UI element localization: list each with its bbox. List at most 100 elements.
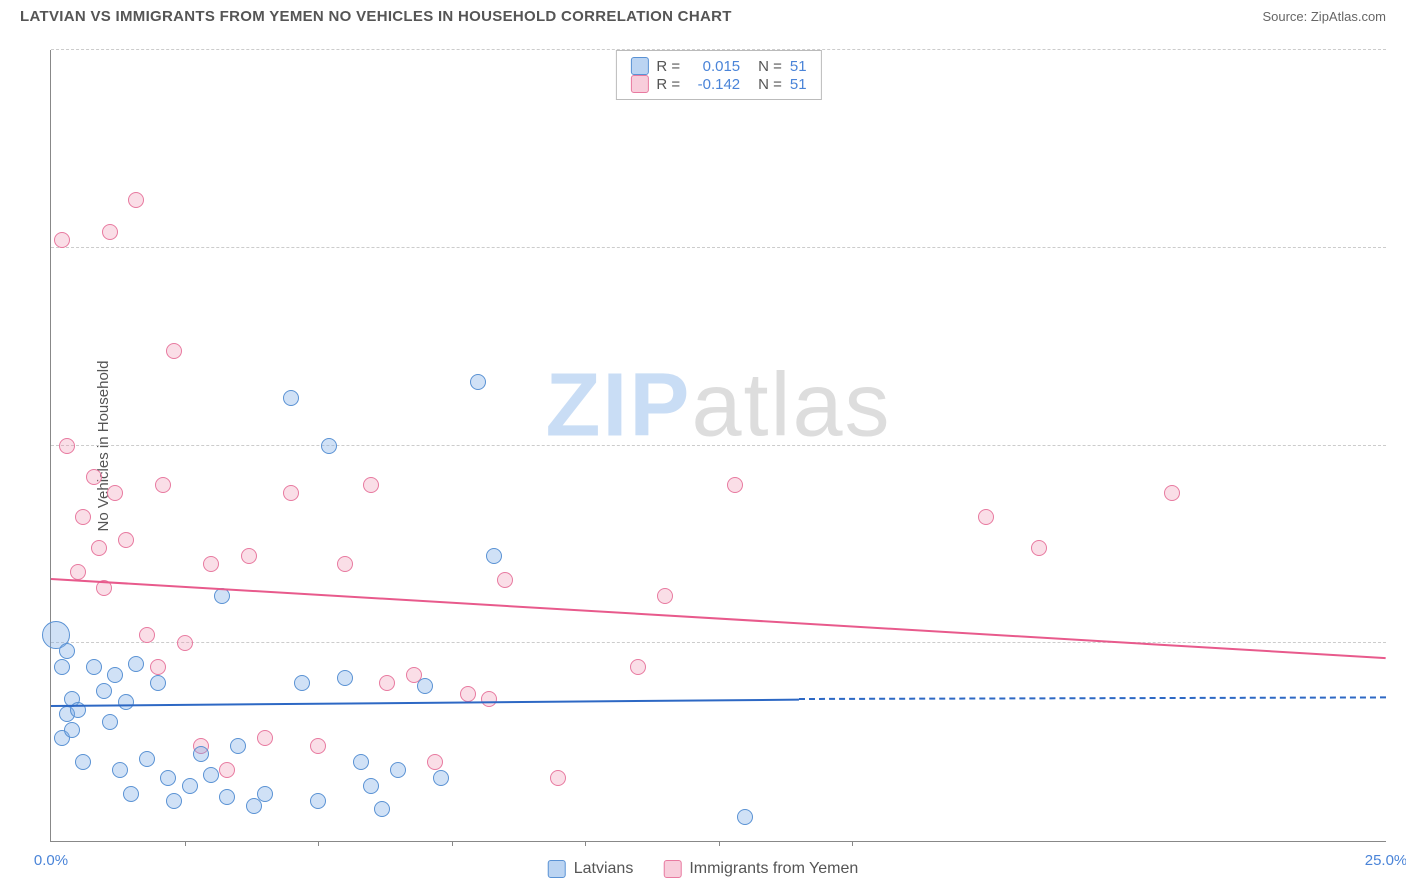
scatter-point (481, 691, 497, 707)
scatter-point (1031, 540, 1047, 556)
scatter-point (107, 485, 123, 501)
scatter-point (657, 588, 673, 604)
x-tick-mark (318, 841, 319, 846)
scatter-point (337, 670, 353, 686)
scatter-point (374, 801, 390, 817)
scatter-point (54, 659, 70, 675)
legend-row: R =0.015N =51 (630, 57, 806, 75)
scatter-point (59, 643, 75, 659)
scatter-point (486, 548, 502, 564)
scatter-point (59, 438, 75, 454)
scatter-point (1164, 485, 1180, 501)
gridline (51, 49, 1386, 50)
scatter-point (219, 789, 235, 805)
scatter-point (219, 762, 235, 778)
scatter-point (497, 572, 513, 588)
chart-plot-area: ZIPatlas R =0.015N =51R =-0.142N =51 12.… (50, 50, 1386, 842)
r-value: -0.142 (688, 76, 740, 93)
y-tick-label: 50.0% (1396, 25, 1406, 42)
scatter-point (230, 738, 246, 754)
watermark-atlas: atlas (691, 355, 891, 455)
x-tick-label: 25.0% (1365, 852, 1406, 869)
scatter-point (321, 438, 337, 454)
scatter-point (139, 627, 155, 643)
scatter-point (193, 746, 209, 762)
scatter-point (166, 343, 182, 359)
y-tick-label: 25.0% (1396, 420, 1406, 437)
scatter-point (283, 485, 299, 501)
scatter-point (337, 556, 353, 572)
scatter-point (75, 509, 91, 525)
scatter-point (160, 770, 176, 786)
watermark: ZIPatlas (545, 354, 891, 457)
scatter-point (550, 770, 566, 786)
legend-swatch (548, 860, 566, 878)
scatter-point (70, 564, 86, 580)
legend-swatch (663, 860, 681, 878)
watermark-zip: ZIP (545, 355, 691, 455)
scatter-point (630, 659, 646, 675)
scatter-point (112, 762, 128, 778)
x-tick-label: 0.0% (34, 852, 68, 869)
x-tick-mark (852, 841, 853, 846)
x-tick-mark (719, 841, 720, 846)
x-tick-mark (452, 841, 453, 846)
source-label: Source: ZipAtlas.com (1262, 9, 1386, 24)
scatter-point (91, 540, 107, 556)
scatter-point (460, 686, 476, 702)
scatter-point (353, 754, 369, 770)
scatter-point (433, 770, 449, 786)
scatter-point (86, 469, 102, 485)
scatter-point (102, 224, 118, 240)
chart-title: LATVIAN VS IMMIGRANTS FROM YEMEN NO VEHI… (20, 8, 732, 25)
scatter-point (310, 738, 326, 754)
y-tick-label: 37.5% (1396, 222, 1406, 239)
scatter-point (128, 192, 144, 208)
scatter-point (737, 809, 753, 825)
scatter-point (427, 754, 443, 770)
scatter-point (257, 730, 273, 746)
scatter-point (118, 532, 134, 548)
scatter-point (166, 793, 182, 809)
legend-item: Latvians (548, 860, 634, 878)
scatter-point (363, 477, 379, 493)
scatter-point (150, 675, 166, 691)
scatter-point (177, 635, 193, 651)
n-value: 51 (790, 58, 807, 75)
x-tick-mark (585, 841, 586, 846)
gridline (51, 247, 1386, 248)
scatter-point (102, 714, 118, 730)
legend-label: Immigrants from Yemen (689, 860, 858, 878)
scatter-point (283, 390, 299, 406)
scatter-point (139, 751, 155, 767)
legend-swatch (630, 57, 648, 75)
scatter-point (379, 675, 395, 691)
scatter-point (123, 786, 139, 802)
gridline (51, 642, 1386, 643)
legend-item: Immigrants from Yemen (663, 860, 858, 878)
r-label: R = (656, 76, 680, 93)
legend-row: R = -0.142 N = 51 (630, 75, 806, 93)
gridline (51, 445, 1386, 446)
scatter-point (64, 722, 80, 738)
legend-swatch (630, 75, 648, 93)
r-value: 0.015 (688, 58, 740, 75)
scatter-point (118, 694, 134, 710)
scatter-point (75, 754, 91, 770)
y-tick-label: 12.5% (1396, 618, 1406, 635)
scatter-point (54, 232, 70, 248)
scatter-point (182, 778, 198, 794)
series-legend: Latvians Immigrants from Yemen (548, 860, 859, 878)
scatter-point (363, 778, 379, 794)
scatter-point (86, 659, 102, 675)
trend-line (799, 697, 1386, 701)
scatter-point (470, 374, 486, 390)
scatter-point (246, 798, 262, 814)
n-label: N = (758, 76, 782, 93)
scatter-point (978, 509, 994, 525)
scatter-point (128, 656, 144, 672)
scatter-point (96, 683, 112, 699)
n-value: 51 (790, 76, 807, 93)
x-tick-mark (185, 841, 186, 846)
scatter-point (203, 556, 219, 572)
